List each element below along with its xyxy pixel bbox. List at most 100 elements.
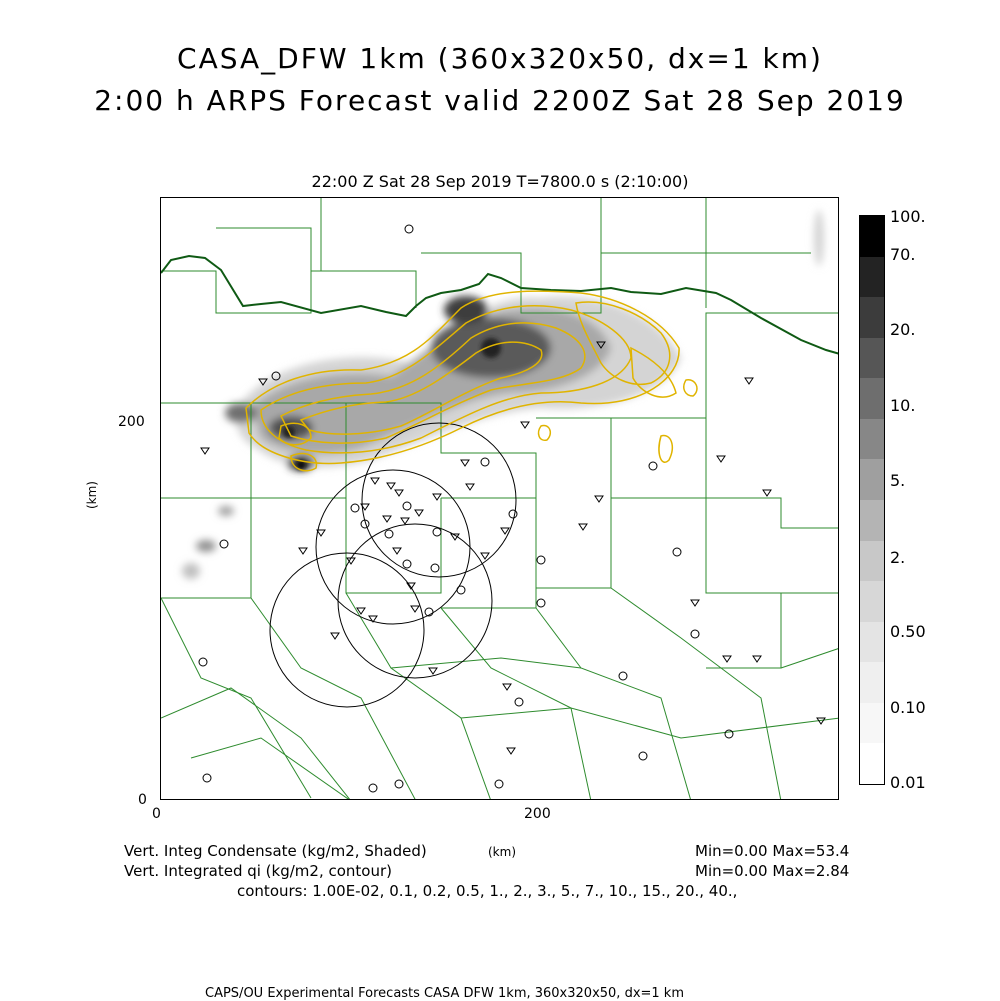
station-marker-triangle — [414, 509, 424, 517]
station-marker-circle — [271, 371, 281, 381]
colorbar-segment — [860, 418, 884, 460]
station-marker-triangle — [506, 747, 516, 755]
station-marker-circle — [536, 598, 546, 608]
condensate-patch-sw3 — [182, 563, 200, 579]
condensate-max-east — [481, 338, 501, 358]
map-plot-area — [160, 197, 839, 800]
colorbar-label: 10. — [890, 396, 916, 415]
colorbar-label: 100. — [890, 207, 926, 226]
x-tick-200: 200 — [524, 806, 551, 822]
county-line — [705, 198, 811, 254]
colorbar-segment — [860, 702, 884, 744]
radar-rings — [269, 422, 517, 708]
county-line — [600, 198, 707, 308]
colorbar-segment — [860, 581, 884, 623]
station-marker-circle — [618, 671, 628, 681]
station-marker-circle — [648, 461, 658, 471]
ice-contour — [279, 322, 586, 444]
county-line — [610, 587, 782, 799]
station-marker-triangle — [502, 683, 512, 691]
station-marker-triangle — [744, 377, 754, 385]
ice-contour — [290, 452, 318, 472]
station-marker-triangle — [400, 517, 410, 525]
y-axis-label: (km) — [85, 480, 100, 510]
colorbar-segment — [860, 297, 884, 339]
station-marker-circle — [198, 657, 208, 667]
station-marker-triangle — [465, 483, 475, 491]
station-marker-triangle — [500, 527, 510, 535]
county-line — [190, 737, 350, 799]
ice-contour — [299, 341, 543, 435]
station-marker-triangle — [752, 655, 762, 663]
county-line — [346, 402, 537, 499]
radar-ring — [361, 422, 517, 578]
colorbar-segment — [860, 500, 884, 542]
station-marker-circle — [724, 729, 734, 739]
county-line — [161, 597, 312, 799]
colorbar-segment — [860, 337, 884, 379]
contour-levels: contours: 1.00E-02, 0.1, 0.2, 0.5, 1., 2… — [237, 882, 738, 900]
station-marker-triangle — [410, 605, 420, 613]
radar-ring — [337, 523, 493, 679]
station-triangles — [200, 341, 826, 755]
condensate-shading — [182, 210, 824, 579]
county-line — [535, 607, 691, 799]
station-marker-circle — [368, 783, 378, 793]
colorbar-segment — [860, 621, 884, 663]
colorbar-segment — [860, 662, 884, 704]
state-border — [161, 254, 838, 355]
colorbar-segment — [860, 459, 884, 501]
county-line — [250, 597, 416, 799]
station-circles — [198, 224, 734, 793]
radar-ring — [315, 469, 471, 625]
station-marker-triangle — [392, 547, 402, 555]
colorbar-segment — [860, 216, 884, 258]
radar-ring — [269, 552, 425, 708]
station-marker-triangle — [370, 477, 380, 485]
colorbar-label: 5. — [890, 471, 906, 490]
station-marker-circle — [384, 529, 394, 539]
county-line — [251, 497, 442, 594]
county-line — [705, 498, 782, 669]
station-marker-circle — [494, 779, 504, 789]
station-marker-triangle — [200, 447, 210, 455]
figure-title-line2: 2:00 h ARPS Forecast valid 2200Z Sat 28 … — [94, 84, 906, 117]
station-marker-triangle — [480, 552, 490, 560]
station-marker-triangle — [346, 557, 356, 565]
county-line — [706, 497, 838, 529]
colorbar — [859, 215, 885, 785]
y-tick-200: 200 — [118, 414, 145, 430]
colorbar-label: 0.01 — [890, 773, 926, 792]
condensate-patch-sw2 — [218, 506, 234, 516]
county-line — [460, 707, 838, 739]
station-marker-triangle — [594, 495, 604, 503]
colorbar-segment — [860, 743, 884, 785]
county-line — [161, 497, 252, 599]
shaded-field-stats: Min=0.00 Max=53.4 — [695, 842, 850, 860]
county-line — [390, 657, 582, 669]
station-marker-triangle — [356, 607, 366, 615]
station-marker-triangle — [432, 493, 442, 501]
station-marker-triangle — [360, 503, 370, 511]
station-marker-triangle — [428, 667, 438, 675]
x-tick-0: 0 — [152, 806, 161, 822]
county-line — [536, 498, 612, 589]
ice-contour — [658, 434, 673, 463]
condensate-patch-ne — [814, 210, 824, 266]
station-marker-circle — [402, 559, 412, 569]
contour-field-description: Vert. Integrated qi (kg/m2, contour) — [124, 862, 393, 880]
county-line — [161, 270, 417, 314]
station-marker-circle — [430, 563, 440, 573]
station-marker-triangle — [762, 489, 772, 497]
colorbar-label: 20. — [890, 320, 916, 339]
station-marker-circle — [432, 527, 442, 537]
county-line — [440, 607, 592, 799]
ice-contour — [245, 290, 680, 465]
station-marker-circle — [394, 779, 404, 789]
station-marker-triangle — [716, 455, 726, 463]
station-marker-circle — [424, 607, 434, 617]
station-marker-triangle — [386, 482, 396, 490]
county-lines — [161, 198, 838, 799]
station-marker-triangle — [330, 632, 340, 640]
station-marker-circle — [672, 547, 682, 557]
